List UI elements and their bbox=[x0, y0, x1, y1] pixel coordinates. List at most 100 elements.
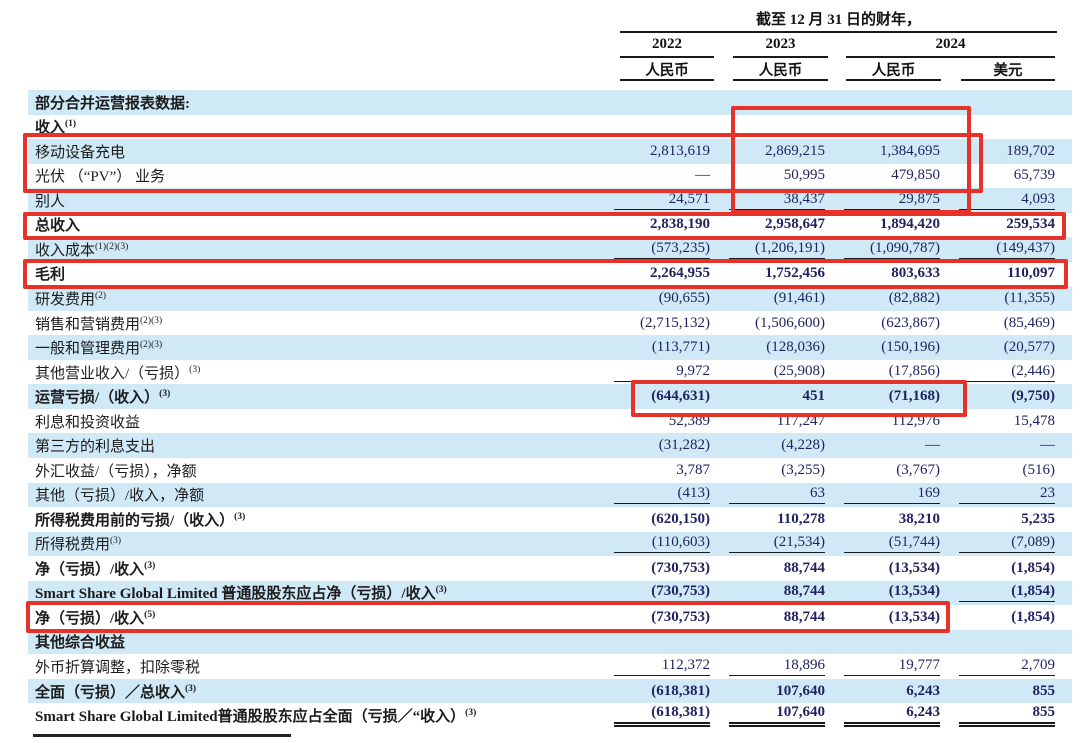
table-row: 销售和营销费用(2)(3) (2,715,132) (1,506,600) (623,… bbox=[28, 311, 1072, 336]
currency-rule-4 bbox=[961, 79, 1055, 81]
row-value: (2,715,132) bbox=[640, 314, 710, 331]
row-label: 所得税费用前的亏损/（收入）(3) bbox=[35, 511, 246, 529]
row-value: (3,767) bbox=[896, 461, 940, 478]
row-label: 销售和营销费用(2)(3) bbox=[35, 315, 163, 333]
row-value: (618,381) bbox=[651, 682, 710, 699]
currency-rule-2 bbox=[733, 79, 828, 81]
row-value: 2,838,190 bbox=[650, 216, 710, 233]
row-value: 2,869,215 bbox=[765, 142, 825, 159]
row-value: 88,744 bbox=[783, 559, 825, 576]
table-row: 全面（亏损）／总收入(3) (618,381) 107,640 6,243 855 bbox=[28, 678, 1072, 704]
footnote-superscript: (1)(2)(3) bbox=[95, 241, 129, 252]
row-label: 收入成本(1)(2)(3) bbox=[35, 241, 129, 259]
row-value: (85,469) bbox=[1003, 314, 1055, 331]
row-value: 112,372 bbox=[600, 657, 714, 676]
row-label: 其他营业收入/（亏损）(3) bbox=[35, 364, 201, 382]
table-row: 净（亏损）/收入(5) (730,753) 88,744 (13,534) (1,854… bbox=[28, 605, 1072, 630]
table-row: 所得税费用前的亏损/（收入）(3) (620,150) 110,278 38,210 5… bbox=[28, 507, 1072, 532]
row-value: (17,856) bbox=[829, 363, 944, 382]
table-row: 其他综合收益 bbox=[28, 629, 1072, 655]
financial-table: 部分合并运营报表数据: 收入(1) 移动设备充电 2,813,619 2,869,215… bbox=[28, 90, 1072, 728]
row-value: (31,282) bbox=[658, 437, 710, 454]
row-value: 259,534 bbox=[1006, 216, 1055, 233]
table-row: 所得税费用(3) (110,603) (21,534) (51,744) (7,089) bbox=[28, 531, 1072, 557]
footnote-superscript: (5) bbox=[144, 609, 156, 620]
row-value: — bbox=[1040, 437, 1055, 454]
row-label: 一般和管理费用(2)(3) bbox=[35, 340, 163, 358]
row-label: 第三方的利息支出 bbox=[35, 439, 156, 456]
table-row: 收入(1) bbox=[28, 115, 1072, 140]
row-label: 移动设备充电 bbox=[35, 144, 126, 161]
row-value: 112,976 bbox=[891, 412, 940, 429]
row-value: 110,278 bbox=[777, 510, 825, 527]
row-value: (25,908) bbox=[714, 363, 829, 382]
row-value: 18,896 bbox=[714, 657, 829, 676]
footnote-separator-rule bbox=[33, 734, 291, 737]
row-label: 别人 bbox=[35, 193, 66, 210]
row-label: 收入(1) bbox=[35, 119, 77, 137]
row-value: (20,577) bbox=[1003, 339, 1055, 356]
row-value: (730,753) bbox=[600, 583, 714, 603]
row-label: 净（亏损）/收入(5) bbox=[35, 609, 156, 627]
row-label: 外币折算调整，扣除零税 bbox=[35, 659, 201, 676]
row-value: (3,255) bbox=[781, 461, 825, 478]
year-column-2023: 2023 bbox=[765, 36, 796, 52]
row-value: (91,461) bbox=[773, 290, 825, 307]
row-value: (13,534) bbox=[888, 559, 940, 576]
row-value: (516) bbox=[1022, 461, 1056, 478]
row-value: — bbox=[925, 437, 940, 454]
row-value: 2,264,955 bbox=[650, 265, 710, 282]
row-value: (644,631) bbox=[651, 388, 710, 405]
currency-rule-1 bbox=[620, 79, 714, 81]
row-value: 52,389 bbox=[668, 412, 710, 429]
row-value: 63 bbox=[714, 485, 829, 505]
row-value: (1,206,191) bbox=[714, 240, 829, 259]
row-label: 总收入 bbox=[35, 218, 81, 235]
row-value: (1,506,600) bbox=[755, 314, 825, 331]
table-row: 第三方的利息支出 (31,282) (4,228) — — bbox=[28, 433, 1072, 458]
footnote-superscript: (3) bbox=[159, 389, 171, 400]
row-label: Smart Share Global Limited 普通股股东应占净（亏损）/… bbox=[35, 585, 447, 603]
row-value: — bbox=[695, 167, 710, 184]
row-label: 光伏 （“PV”） 业务 bbox=[35, 169, 165, 186]
row-value: 107,640 bbox=[714, 704, 829, 728]
row-value: (1,854) bbox=[944, 583, 1059, 603]
table-row: Smart Share Global Limited 普通股股东应占净（亏损）/… bbox=[28, 580, 1072, 606]
footnote-superscript: (2) bbox=[95, 291, 107, 302]
row-value: 6,243 bbox=[829, 704, 944, 728]
footnote-superscript: (3) bbox=[144, 560, 156, 571]
year-rule-2023 bbox=[733, 56, 828, 58]
row-value: 855 bbox=[944, 704, 1059, 728]
row-value: 2,709 bbox=[944, 657, 1059, 676]
row-value: 1,894,420 bbox=[880, 216, 940, 233]
table-row: 净（亏损）/收入(3) (730,753) 88,744 (13,534) (1,854… bbox=[28, 556, 1072, 581]
table-row: 移动设备充电 2,813,619 2,869,215 1,384,695 189,702 bbox=[28, 139, 1072, 164]
row-value: (51,744) bbox=[829, 534, 944, 554]
table-row: 外汇收益/（亏损），净额 3,787 (3,255) (3,767) (516) bbox=[28, 458, 1072, 483]
row-value: (2,446) bbox=[944, 363, 1059, 382]
row-value: 189,702 bbox=[1006, 142, 1055, 159]
table-row: 收入成本(1)(2)(3) (573,235) (1,206,191) (1,090,… bbox=[28, 237, 1072, 262]
row-label: 其他（亏损）/收入，净额 bbox=[35, 488, 205, 505]
row-value: 855 bbox=[1032, 682, 1056, 699]
row-value: (110,603) bbox=[600, 534, 714, 554]
currency-header-rmb-2023: 人民币 bbox=[758, 63, 803, 79]
row-value: 5,235 bbox=[1021, 510, 1055, 527]
row-value: (90,655) bbox=[658, 290, 710, 307]
table-row: 研发费用(2) (90,655) (91,461) (82,882) (11,355) bbox=[28, 286, 1072, 311]
row-value: 9,972 bbox=[600, 363, 714, 382]
table-row: 别人 24,571 38,437 29,875 4,093 bbox=[28, 188, 1072, 213]
period-title: 截至 12 月 31 日的财年， bbox=[755, 12, 921, 28]
table-row: Smart Share Global Limited普通股股东应占全面（亏损／“… bbox=[28, 703, 1072, 728]
table-row: 运营亏损/（收入）(3) (644,631) 451 (71,168) (9,750) bbox=[28, 384, 1072, 409]
table-row: 其他（亏损）/收入，净额 (413) 63 169 23 bbox=[28, 482, 1072, 508]
row-label: 运营亏损/（收入）(3) bbox=[35, 389, 171, 407]
year-column-2024: 2024 bbox=[935, 36, 966, 52]
row-value: (113,771) bbox=[651, 339, 710, 356]
row-value: 479,850 bbox=[891, 167, 940, 184]
row-value: 24,571 bbox=[600, 191, 714, 210]
row-value: (730,753) bbox=[651, 608, 710, 625]
row-value: (7,089) bbox=[944, 534, 1059, 554]
row-value: 3,787 bbox=[676, 461, 710, 478]
year-column-2022: 2022 bbox=[652, 36, 682, 52]
